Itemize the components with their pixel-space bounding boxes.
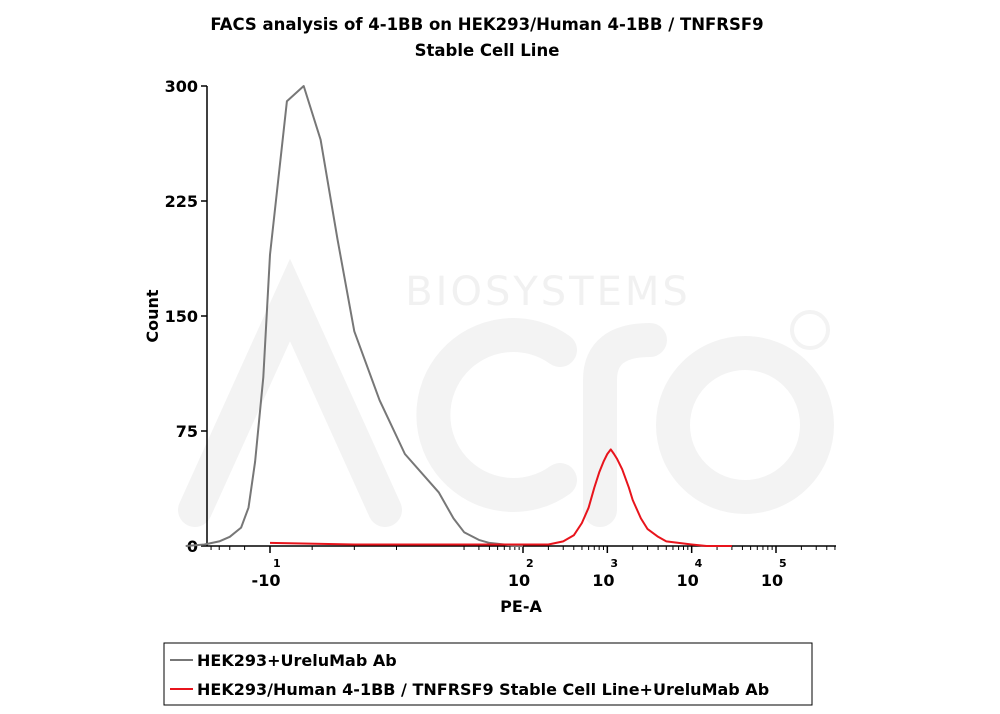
legend: HEK293+UreluMab Ab HEK293/Human 4-1BB / …	[163, 642, 813, 706]
x-tick-label: 10	[592, 571, 614, 590]
legend-label-1: HEK293/Human 4-1BB / TNFRSF9 Stable Cell…	[197, 680, 769, 699]
legend-box	[163, 642, 813, 706]
x-tick-label: -10	[252, 571, 281, 590]
watermark-text: BIOSYSTEMS	[405, 269, 691, 315]
legend-label-0: HEK293+UreluMab Ab	[197, 651, 397, 670]
y-tick-label: 150	[165, 307, 198, 326]
x-tick-label: 10	[677, 571, 699, 590]
x-tick-label: 10	[761, 571, 783, 590]
x-axis-label: PE-A	[500, 597, 542, 616]
series-layer	[185, 85, 732, 547]
chart-title-line2: Stable Cell Line	[415, 41, 560, 60]
chart-title-line1: FACS analysis of 4-1BB on HEK293/Human 4…	[210, 15, 763, 34]
x-tick-exponent: 5	[779, 557, 787, 570]
y-ticks: 0 75 150 225 300	[165, 77, 207, 556]
series-line-1	[269, 448, 732, 547]
x-tick-exponent: 4	[695, 557, 703, 570]
watermark: BIOSYSTEMS	[178, 258, 834, 527]
watermark-logo	[178, 258, 834, 527]
y-tick-label: 75	[176, 422, 198, 441]
y-axis-label: Count	[143, 289, 162, 343]
y-tick-label: 0	[187, 537, 198, 556]
series-line-0	[185, 85, 523, 547]
y-tick-label: 225	[165, 192, 198, 211]
x-tick-exponent: 1	[273, 557, 281, 570]
y-tick-label: 300	[165, 77, 198, 96]
watermark-dot	[790, 310, 830, 350]
x-tick-exponent: 3	[610, 557, 618, 570]
x-tick-label: 10	[508, 571, 530, 590]
x-tick-exponent: 2	[526, 557, 534, 570]
